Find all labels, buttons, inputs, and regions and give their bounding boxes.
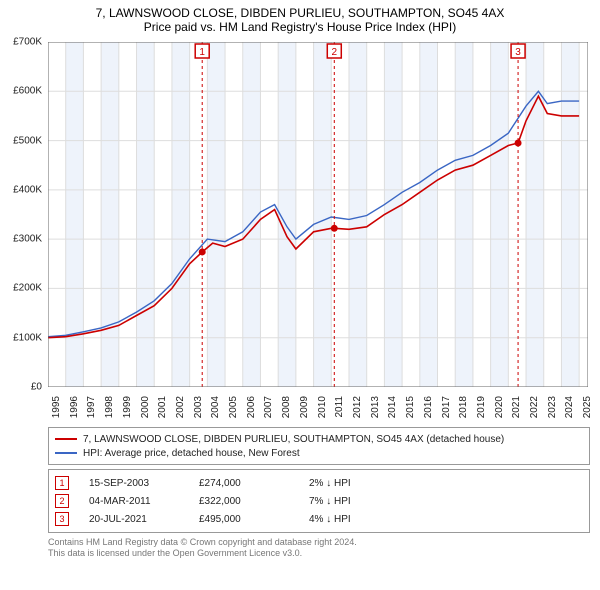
xtick-label: 2012 <box>352 396 363 418</box>
xtick-label: 2020 <box>494 396 505 418</box>
events-table: 1 15-SEP-2003 £274,000 2% ↓ HPI 2 04-MAR… <box>48 469 590 533</box>
xtick-label: 2019 <box>476 396 487 418</box>
event-badge: 2 <box>55 494 69 508</box>
event-dot <box>515 140 522 147</box>
title-line1: 7, LAWNSWOOD CLOSE, DIBDEN PURLIEU, SOUT… <box>0 6 600 20</box>
event-rel: 4% ↓ HPI <box>309 514 429 525</box>
event-box-number: 2 <box>332 47 338 58</box>
xtick-label: 2013 <box>370 396 381 418</box>
legend-item: HPI: Average price, detached house, New … <box>55 446 583 460</box>
xtick-label: 2023 <box>547 396 558 418</box>
xtick-label: 2004 <box>210 396 221 418</box>
legend: 7, LAWNSWOOD CLOSE, DIBDEN PURLIEU, SOUT… <box>48 427 590 465</box>
attribution: Contains HM Land Registry data © Crown c… <box>48 537 590 560</box>
xtick-label: 2002 <box>175 396 186 418</box>
xtick-label: 2025 <box>582 396 593 418</box>
xtick-label: 1996 <box>69 396 80 418</box>
legend-swatch <box>55 438 77 440</box>
plot-svg: 1 2 3 <box>48 42 588 387</box>
event-badge: 1 <box>55 476 69 490</box>
xtick-label: 2017 <box>441 396 452 418</box>
xtick-label: 2022 <box>529 396 540 418</box>
ytick-label: £200K <box>13 283 42 294</box>
event-row: 2 04-MAR-2011 £322,000 7% ↓ HPI <box>55 492 583 510</box>
xtick-label: 2016 <box>423 396 434 418</box>
event-dot <box>331 225 338 232</box>
xtick-label: 2005 <box>228 396 239 418</box>
ytick-label: £0 <box>31 382 42 393</box>
ytick-label: £600K <box>13 86 42 97</box>
event-row: 1 15-SEP-2003 £274,000 2% ↓ HPI <box>55 474 583 492</box>
legend-label: 7, LAWNSWOOD CLOSE, DIBDEN PURLIEU, SOUT… <box>83 434 504 445</box>
attribution-line2: This data is licensed under the Open Gov… <box>48 548 590 559</box>
xtick-label: 2014 <box>387 396 398 418</box>
ytick-label: £400K <box>13 184 42 195</box>
event-dot <box>199 248 206 255</box>
attribution-line1: Contains HM Land Registry data © Crown c… <box>48 537 590 548</box>
ytick-label: £100K <box>13 332 42 343</box>
xtick-label: 2018 <box>458 396 469 418</box>
event-rel: 2% ↓ HPI <box>309 478 429 489</box>
xtick-label: 2001 <box>157 396 168 418</box>
event-rel: 7% ↓ HPI <box>309 496 429 507</box>
ytick-label: £500K <box>13 135 42 146</box>
legend-swatch <box>55 452 77 454</box>
xtick-label: 2003 <box>193 396 204 418</box>
xtick-label: 1999 <box>122 396 133 418</box>
xtick-label: 2000 <box>140 396 151 418</box>
xtick-label: 2007 <box>263 396 274 418</box>
event-price: £322,000 <box>199 496 309 507</box>
xtick-label: 2011 <box>334 396 345 418</box>
chart-title: 7, LAWNSWOOD CLOSE, DIBDEN PURLIEU, SOUT… <box>0 0 600 36</box>
event-box-number: 1 <box>199 47 205 58</box>
xtick-label: 2009 <box>299 396 310 418</box>
event-row: 3 20-JUL-2021 £495,000 4% ↓ HPI <box>55 510 583 528</box>
xtick-label: 2010 <box>317 396 328 418</box>
xtick-label: 1995 <box>51 396 62 418</box>
xtick-label: 1997 <box>86 396 97 418</box>
ytick-label: £700K <box>13 37 42 48</box>
event-date: 04-MAR-2011 <box>89 496 199 507</box>
xtick-label: 2015 <box>405 396 416 418</box>
chart-area: 1 2 3 1995 1996 1997 1998 1999 2000 2001 2002 2003… <box>0 36 600 421</box>
event-price: £495,000 <box>199 514 309 525</box>
xtick-label: 2008 <box>281 396 292 418</box>
xtick-label: 2021 <box>511 396 522 418</box>
event-price: £274,000 <box>199 478 309 489</box>
xtick-label: 1998 <box>104 396 115 418</box>
legend-item: 7, LAWNSWOOD CLOSE, DIBDEN PURLIEU, SOUT… <box>55 432 583 446</box>
xtick-label: 2006 <box>246 396 257 418</box>
event-date: 15-SEP-2003 <box>89 478 199 489</box>
legend-label: HPI: Average price, detached house, New … <box>83 448 300 459</box>
event-badge: 3 <box>55 512 69 526</box>
event-date: 20-JUL-2021 <box>89 514 199 525</box>
ytick-label: £300K <box>13 234 42 245</box>
event-box-number: 3 <box>515 47 521 58</box>
xtick-label: 2024 <box>564 396 575 418</box>
title-line2: Price paid vs. HM Land Registry's House … <box>0 20 600 34</box>
